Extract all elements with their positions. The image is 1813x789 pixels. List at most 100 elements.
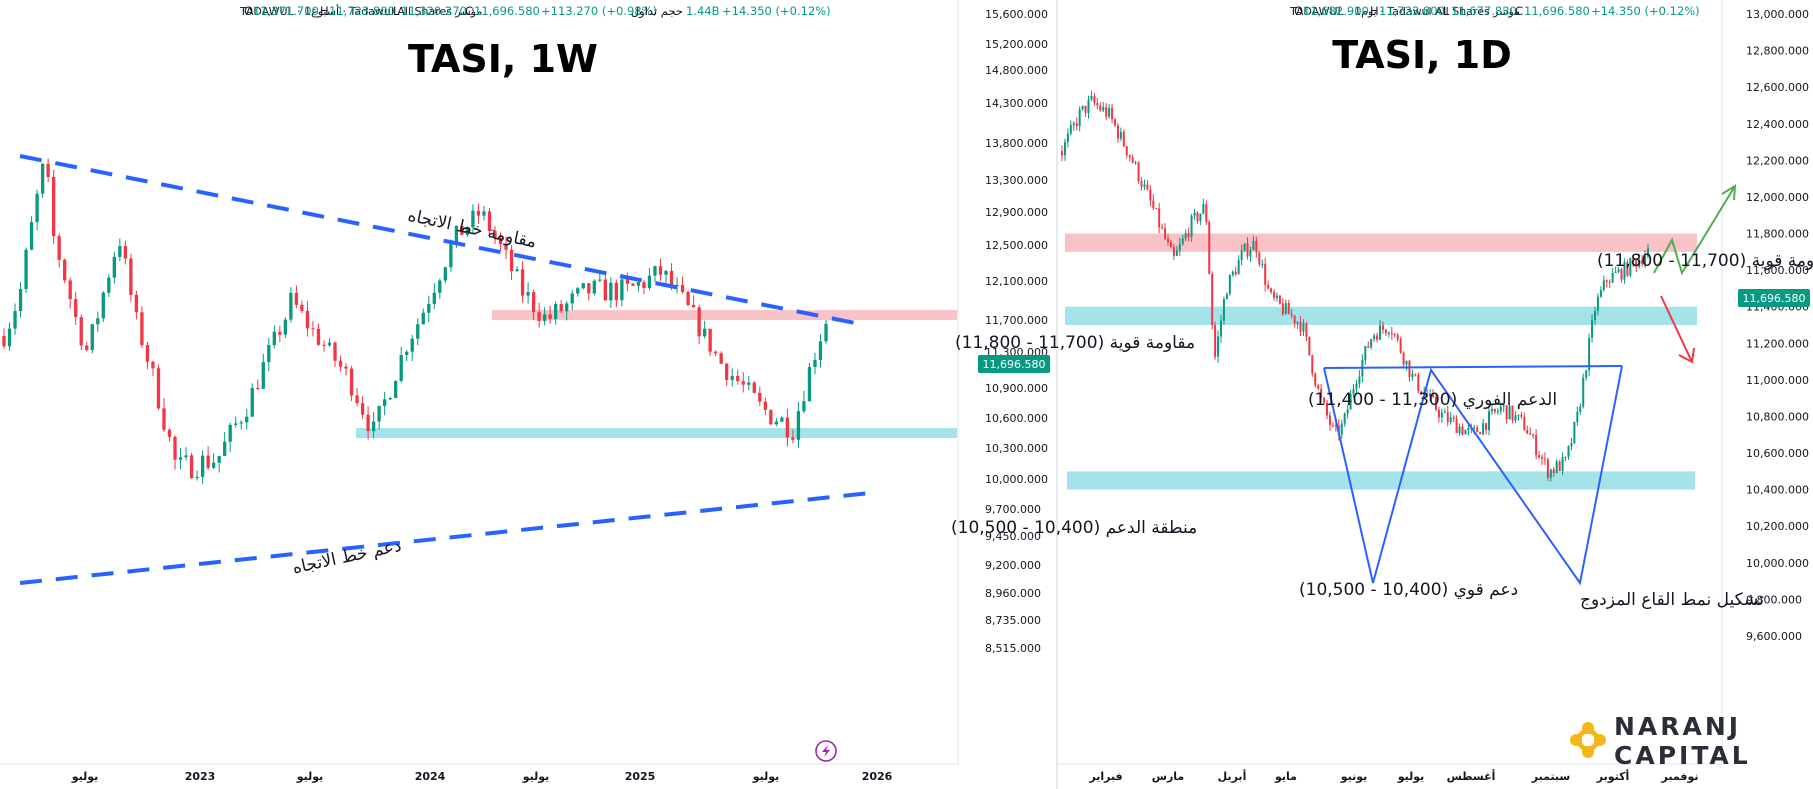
weekly-candle	[333, 341, 337, 367]
left-x-tick-label: 2025	[625, 770, 656, 783]
daily-candle	[1111, 104, 1114, 124]
daily-candle	[1302, 319, 1305, 336]
daily-candle	[1538, 451, 1541, 460]
left-y-tick-label: 12,500.000	[985, 239, 1048, 252]
weekly-candle	[603, 273, 607, 301]
daily-candle	[1187, 227, 1190, 242]
right-open-value: 11,682.900	[1303, 4, 1369, 18]
daily-candle	[1169, 239, 1172, 248]
right-change: +14.350 (+0.12%)	[1591, 4, 1700, 18]
weekly-candle	[697, 304, 701, 345]
daily-candle	[1476, 424, 1479, 433]
daily-candle	[1214, 321, 1217, 360]
weekly-candle	[785, 408, 790, 447]
daily-candle	[1599, 286, 1602, 298]
weekly-candle	[576, 287, 580, 297]
weekly-candle	[90, 323, 94, 354]
daily-candle	[1114, 118, 1117, 127]
weekly-candle	[476, 203, 481, 224]
weekly-candle	[796, 401, 801, 448]
daily-candle	[1205, 200, 1208, 225]
daily-candle	[1384, 328, 1387, 336]
daily-candle	[1072, 121, 1075, 131]
weekly-candle	[658, 258, 663, 281]
daily-candle	[1075, 117, 1078, 131]
left-resistance-label: مقاومة قوية (11,700 - 11,800)	[955, 333, 1195, 353]
weekly-candle	[763, 397, 767, 416]
daily-candle	[1249, 246, 1252, 262]
weekly-candle	[736, 369, 740, 385]
left-low-label: L	[393, 4, 400, 18]
left-y-tick-label: 15,600.000	[985, 8, 1048, 21]
left-volume-value: 1.44B	[686, 4, 720, 18]
weekly-candle	[388, 396, 392, 401]
daily-candle	[1167, 234, 1170, 246]
daily-candle	[1281, 298, 1284, 317]
weekly-candle	[129, 253, 133, 302]
right-immediate-support-zone	[1065, 306, 1697, 325]
weekly-candle	[493, 226, 497, 245]
daily-candle	[1446, 405, 1449, 427]
weekly-candle	[283, 317, 288, 339]
weekly-candle	[46, 158, 50, 183]
daily-candle	[1561, 452, 1564, 476]
daily-candle	[1617, 266, 1620, 274]
daily-candle	[1190, 213, 1193, 242]
weekly-candle	[542, 307, 547, 326]
daily-candle	[1549, 468, 1552, 482]
daily-candle	[1246, 237, 1249, 260]
weekly-candle	[57, 233, 61, 268]
daily-candle	[1119, 127, 1122, 142]
daily-candle	[1523, 412, 1526, 431]
daily-candle	[1061, 145, 1063, 161]
daily-candle	[1081, 105, 1084, 111]
daily-candle	[1137, 161, 1140, 185]
weekly-candle	[327, 338, 332, 347]
daily-candle	[1564, 456, 1567, 462]
weekly-candle	[487, 207, 492, 236]
left-y-tick-label: 8,960.000	[985, 587, 1041, 600]
daily-candle	[1429, 389, 1432, 402]
daily-candle	[1479, 431, 1482, 435]
right-close-label: C	[1515, 4, 1523, 18]
daily-candle	[1505, 405, 1508, 424]
weekly-candle	[383, 391, 387, 416]
weekly-candle	[443, 266, 447, 284]
left-high-label: H	[320, 4, 329, 18]
daily-candle	[1373, 333, 1376, 342]
weekly-candle	[725, 362, 729, 386]
daily-candle	[1211, 271, 1214, 330]
weekly-candle	[360, 396, 365, 420]
bearish-arrow	[1660, 295, 1693, 363]
daily-candle	[1426, 388, 1429, 398]
daily-candle	[1122, 129, 1125, 148]
weekly-candle	[719, 351, 723, 365]
left-y-tick-label: 12,100.000	[985, 275, 1048, 288]
left-resistance-zone	[492, 310, 957, 321]
daily-candle	[1108, 104, 1111, 119]
weekly-candle	[702, 320, 707, 339]
daily-candle	[1555, 459, 1558, 474]
daily-candle	[1090, 90, 1093, 102]
weekly-candle	[338, 355, 343, 372]
weekly-candle	[653, 265, 657, 283]
weekly-candle	[355, 387, 359, 407]
daily-candle	[1529, 427, 1532, 435]
daily-candle	[1417, 372, 1420, 394]
daily-candle	[1647, 243, 1649, 259]
weekly-candle	[344, 363, 348, 376]
weekly-candle	[316, 323, 321, 346]
daily-candle	[1178, 237, 1181, 257]
daily-candle	[1558, 459, 1561, 472]
daily-candle	[1328, 411, 1331, 431]
right-y-tick-label: 11,200.000	[1746, 337, 1809, 350]
left-last-price-text: 11,696.580	[983, 358, 1046, 371]
weekly-candle	[85, 341, 89, 352]
daily-candle	[1405, 360, 1408, 371]
weekly-candle	[178, 447, 183, 470]
weekly-candle	[371, 412, 376, 439]
daily-candle	[1455, 415, 1458, 434]
left-open-label: O	[244, 4, 253, 18]
daily-candle	[1535, 429, 1538, 460]
weekly-candle	[18, 282, 23, 318]
